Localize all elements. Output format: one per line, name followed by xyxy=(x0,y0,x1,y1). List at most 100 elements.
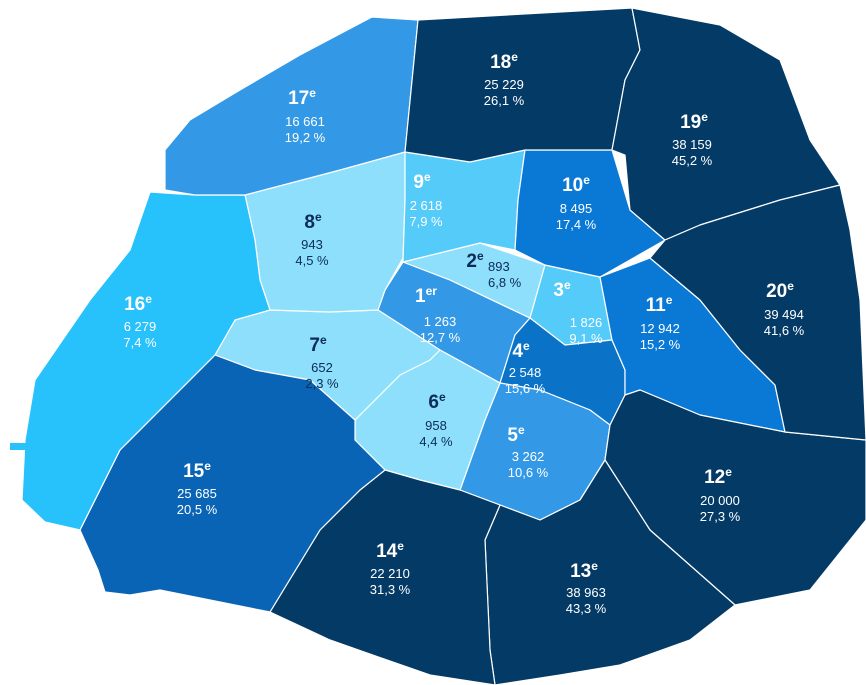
district-number: 12 xyxy=(704,467,725,488)
district-title: 4e xyxy=(512,339,530,362)
district-count: 2 618 xyxy=(410,198,443,213)
district-title: 2e xyxy=(466,249,484,272)
district-number: 15 xyxy=(183,461,205,482)
district-share: 6,8 % xyxy=(488,275,522,290)
district-share: 10,6 % xyxy=(508,465,549,480)
district-count: 8 495 xyxy=(560,201,593,216)
district-number: 8 xyxy=(304,212,315,233)
district-count: 25 685 xyxy=(177,486,217,501)
district-title: 12e xyxy=(704,465,732,488)
district-suffix: e xyxy=(315,210,322,224)
district-count: 893 xyxy=(488,259,510,274)
district-number: 19 xyxy=(680,112,701,133)
district-suffix: e xyxy=(439,390,446,404)
district-share: 4,4 % xyxy=(419,434,453,449)
district-number: 14 xyxy=(376,541,398,562)
district-number: 10 xyxy=(562,175,583,196)
district-share: 41,6 % xyxy=(764,323,805,338)
district-count: 652 xyxy=(311,360,333,375)
district-title: 10e xyxy=(562,173,590,196)
district-count: 39 494 xyxy=(764,307,804,322)
district-title: 5e xyxy=(507,423,525,446)
district-title: 16e xyxy=(124,292,152,315)
district-number: 1 xyxy=(415,286,426,307)
district-share: 43,3 % xyxy=(566,601,607,616)
district-title: 7e xyxy=(309,333,327,356)
district-suffix: e xyxy=(424,170,431,184)
river-strip xyxy=(10,443,30,450)
district-title: 1er xyxy=(415,284,437,307)
district-count: 2 548 xyxy=(509,365,542,380)
district-number: 3 xyxy=(553,280,564,301)
district-share: 19,2 % xyxy=(285,130,326,145)
district-suffix: e xyxy=(397,539,404,553)
district-title: 18e xyxy=(490,50,518,73)
district-number: 17 xyxy=(288,88,309,109)
district-suffix: e xyxy=(320,333,327,347)
district-title: 17e xyxy=(288,86,316,109)
district-suffix: e xyxy=(725,465,732,479)
district-share: 9,1 % xyxy=(569,331,603,346)
district-count: 958 xyxy=(425,418,447,433)
district-count: 1 826 xyxy=(570,315,603,330)
district-number: 5 xyxy=(507,425,518,446)
district-number: 4 xyxy=(512,341,523,362)
district-share: 4,5 % xyxy=(295,253,329,268)
district-20 xyxy=(649,184,866,441)
district-share: 45,2 % xyxy=(672,153,713,168)
district-count: 1 263 xyxy=(424,314,457,329)
district-suffix: e xyxy=(701,110,708,124)
district-suffix: e xyxy=(523,339,530,353)
district-number: 2 xyxy=(466,251,477,272)
district-suffix: e xyxy=(666,293,673,307)
district-title: 19e xyxy=(680,110,708,133)
district-number: 13 xyxy=(570,561,591,582)
district-count: 3 262 xyxy=(512,449,545,464)
district-share: 26,1 % xyxy=(484,93,525,108)
district-suffix: er xyxy=(426,284,438,298)
district-count: 38 963 xyxy=(566,585,606,600)
district-suffix: e xyxy=(591,559,598,573)
district-number: 16 xyxy=(124,294,145,315)
district-suffix: e xyxy=(145,292,152,306)
district-number: 9 xyxy=(413,172,424,193)
district-share: 15,6 % xyxy=(505,381,546,396)
district-suffix: e xyxy=(204,459,211,473)
district-share: 7,9 % xyxy=(409,214,443,229)
district-suffix: e xyxy=(564,278,571,292)
district-title: 20e xyxy=(766,279,794,302)
district-suffix: e xyxy=(477,249,484,263)
district-count: 25 229 xyxy=(484,77,524,92)
district-count: 12 942 xyxy=(640,321,680,336)
district-16 xyxy=(21,191,271,531)
district-title: 13e xyxy=(570,559,598,582)
district-count: 943 xyxy=(301,237,323,252)
district-count: 6 279 xyxy=(124,319,157,334)
district-share: 20,5 % xyxy=(177,502,218,517)
district-share: 15,2 % xyxy=(640,337,681,352)
district-count: 20 000 xyxy=(700,493,740,508)
district-count: 16 661 xyxy=(285,114,325,129)
district-share: 7,4 % xyxy=(123,335,157,350)
district-suffix: e xyxy=(583,173,590,187)
district-share: 31,3 % xyxy=(370,582,411,597)
districts xyxy=(10,7,866,685)
district-title: 3e xyxy=(553,278,571,301)
district-suffix: e xyxy=(309,86,316,100)
district-title: 15e xyxy=(183,459,211,482)
district-share: 27,3 % xyxy=(700,509,741,524)
district-count: 38 159 xyxy=(672,137,712,152)
district-share: 17,4 % xyxy=(556,217,597,232)
district-share: 12,7 % xyxy=(420,330,461,345)
district-suffix: e xyxy=(787,279,794,293)
district-title: 11e xyxy=(646,293,673,316)
district-title: 14e xyxy=(376,539,404,562)
district-suffix: e xyxy=(518,423,525,437)
district-number: 7 xyxy=(309,335,320,356)
district-number: 20 xyxy=(766,281,787,302)
district-title: 8e xyxy=(304,210,322,233)
district-number: 18 xyxy=(490,52,511,73)
district-number: 11 xyxy=(646,295,667,316)
